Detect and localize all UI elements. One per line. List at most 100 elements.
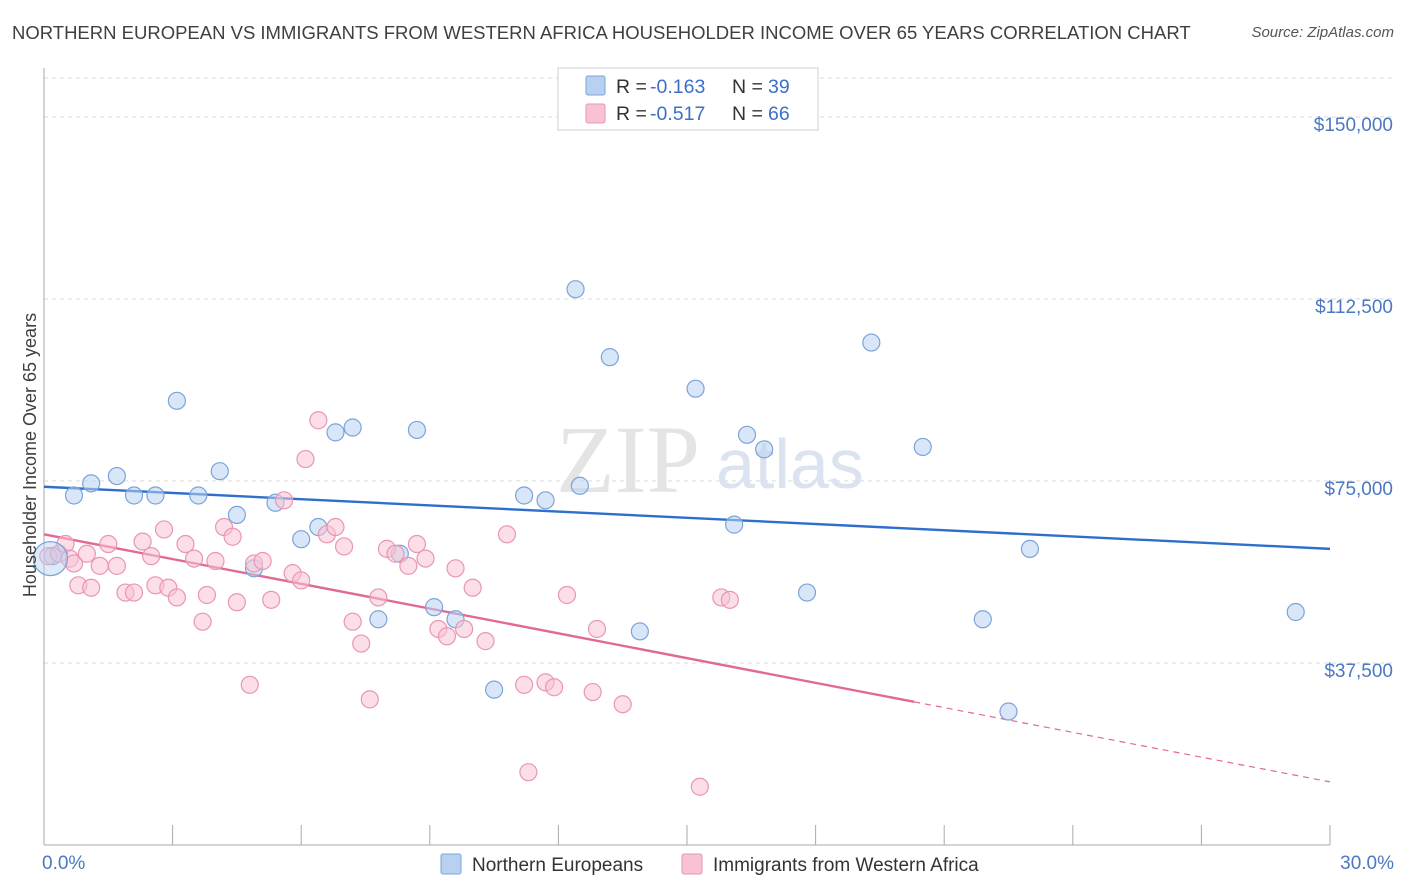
pink-point-39 bbox=[343, 612, 362, 631]
chart-source: Source: ZipAtlas.com bbox=[1251, 24, 1394, 41]
pink-point-61 bbox=[587, 619, 607, 639]
pink-point-9 bbox=[99, 534, 118, 554]
x-tick-label-0: 0.0% bbox=[42, 853, 85, 874]
legend-n-label-pink: N = bbox=[732, 103, 763, 125]
legend-swatch-blue bbox=[585, 75, 606, 96]
pink-point-59 bbox=[557, 585, 577, 605]
pink-point-18 bbox=[167, 588, 186, 607]
pink-point-37 bbox=[326, 517, 345, 537]
y-tick-label-1: $75,000 bbox=[1324, 479, 1393, 500]
blue-point-35 bbox=[973, 610, 992, 629]
chart-title: NORTHERN EUROPEAN VS IMMIGRANTS FROM WES… bbox=[12, 22, 1191, 43]
pink-point-25 bbox=[223, 527, 242, 546]
blue-point-cluster bbox=[32, 540, 69, 577]
pink-point-22 bbox=[197, 585, 216, 605]
blue-point-6 bbox=[167, 391, 186, 410]
pink-point-44 bbox=[386, 544, 405, 563]
blue-point-8 bbox=[210, 462, 229, 481]
pink-point-16 bbox=[154, 520, 174, 539]
blue-point-34 bbox=[913, 437, 932, 457]
pink-point-53 bbox=[476, 632, 495, 651]
pink-point-54 bbox=[497, 525, 517, 544]
pink-point-13 bbox=[133, 532, 152, 551]
pink-trend-solid bbox=[43, 533, 915, 704]
blue-point-26 bbox=[600, 348, 619, 367]
legend-r-value-blue: -0.163 bbox=[650, 76, 705, 98]
blue-point-30 bbox=[737, 425, 757, 444]
pink-point-14 bbox=[142, 547, 161, 566]
legend-r-value-pink: -0.517 bbox=[650, 103, 705, 125]
blue-point-4 bbox=[124, 486, 144, 505]
pink-point-34 bbox=[296, 449, 315, 469]
pink-point-12 bbox=[124, 583, 144, 602]
legend-n-value-pink: 66 bbox=[768, 103, 790, 125]
pink-point-38 bbox=[334, 537, 354, 556]
points-layer bbox=[32, 280, 1305, 796]
blue-point-3 bbox=[64, 486, 84, 505]
pink-point-21 bbox=[193, 612, 212, 631]
pink-point-27 bbox=[240, 675, 259, 694]
pink-point-29 bbox=[253, 551, 272, 571]
blue-point-16 bbox=[369, 610, 388, 629]
pink-point-63 bbox=[690, 777, 709, 796]
top-legend: R = -0.163 N = 39 R = -0.517 N = 66 bbox=[557, 67, 819, 131]
pink-point-42 bbox=[369, 588, 388, 607]
pink-point-19 bbox=[176, 534, 195, 554]
blue-point-22 bbox=[515, 486, 534, 505]
pink-point-35 bbox=[309, 411, 328, 430]
grid-layer bbox=[44, 77, 1394, 664]
bottom-legend-swatch-pink bbox=[681, 853, 703, 875]
pink-point-41 bbox=[360, 690, 379, 709]
blue-point-2 bbox=[107, 466, 126, 486]
pink-point-33 bbox=[292, 571, 311, 590]
blue-point-38 bbox=[1286, 602, 1305, 622]
watermark-zip: ZIP bbox=[556, 406, 700, 513]
blue-point-12 bbox=[292, 530, 311, 549]
bottom-legend: Northern Europeans Immigrants from Weste… bbox=[440, 853, 979, 876]
blue-trend-solid bbox=[43, 485, 1331, 551]
blue-point-31 bbox=[755, 440, 774, 459]
blue-point-5 bbox=[146, 486, 165, 505]
blue-point-21 bbox=[485, 680, 504, 699]
bottom-legend-label-blue: Northern Europeans bbox=[472, 855, 643, 876]
pink-point-51 bbox=[454, 619, 474, 639]
pink-point-49 bbox=[437, 627, 457, 646]
axis-layer: $37,500 $75,000 $112,500 $150,000 0.0% 30.0% bbox=[42, 68, 1394, 874]
blue-point-15 bbox=[343, 418, 362, 437]
x-tick-label-1: 30.0% bbox=[1340, 853, 1394, 874]
pink-point-6 bbox=[77, 544, 96, 563]
pink-point-8 bbox=[90, 556, 109, 575]
pink-point-46 bbox=[407, 534, 427, 554]
blue-point-24 bbox=[566, 280, 585, 299]
pink-point-26 bbox=[227, 593, 246, 612]
blue-point-23 bbox=[536, 491, 555, 510]
pink-point-7 bbox=[82, 578, 101, 597]
pink-point-58 bbox=[545, 678, 564, 697]
blue-point-25 bbox=[570, 476, 589, 495]
watermark: ZIP atlas bbox=[556, 406, 864, 513]
y-tick-label-3: $150,000 bbox=[1314, 115, 1393, 136]
legend-swatch-pink bbox=[585, 103, 606, 124]
pink-point-47 bbox=[416, 549, 435, 568]
pink-point-65 bbox=[720, 590, 739, 609]
y-tick-label-2: $112,500 bbox=[1315, 297, 1393, 318]
blue-point-29 bbox=[725, 515, 744, 534]
pink-point-45 bbox=[399, 556, 418, 575]
blue-point-36 bbox=[999, 702, 1018, 721]
pink-point-62 bbox=[613, 695, 632, 714]
pink-point-50 bbox=[446, 559, 465, 578]
pink-trend-dashed bbox=[914, 701, 1331, 783]
legend-r-label-pink: R = bbox=[616, 103, 647, 125]
blue-point-19 bbox=[424, 598, 444, 617]
blue-point-14 bbox=[326, 423, 345, 442]
blue-point-28 bbox=[686, 379, 705, 398]
pink-point-60 bbox=[583, 682, 602, 702]
blue-point-7 bbox=[189, 486, 208, 505]
y-tick-label-0: $37,500 bbox=[1324, 661, 1393, 682]
bottom-legend-swatch-blue bbox=[440, 853, 462, 875]
legend-n-label-blue: N = bbox=[732, 76, 763, 98]
blue-point-18 bbox=[407, 420, 427, 440]
pink-point-40 bbox=[352, 634, 371, 653]
y-axis-title: Householder Income Over 65 years bbox=[20, 313, 40, 597]
